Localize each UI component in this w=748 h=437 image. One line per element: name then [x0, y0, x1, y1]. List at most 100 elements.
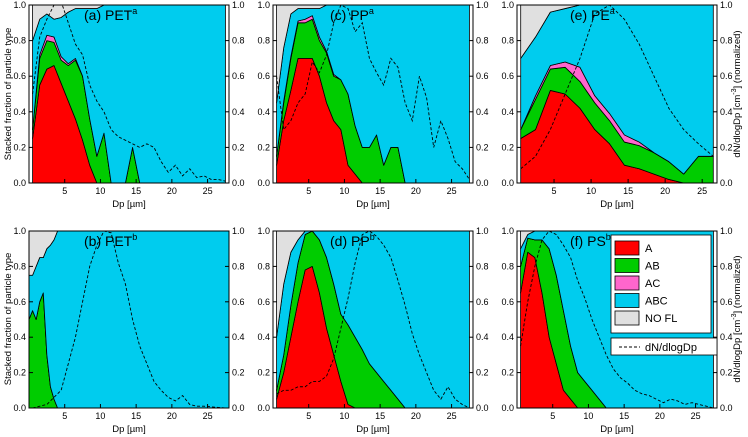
y-tick-label: 0.2: [501, 368, 514, 378]
x-tick-label: 10: [586, 186, 596, 196]
y-tick-right-label: 0.8: [232, 36, 245, 46]
x-tick-label: 25: [203, 411, 213, 421]
y-tick-label: 0.4: [13, 107, 26, 117]
y-tick-right-label: 1.0: [476, 0, 489, 10]
y-tick-right-label: 0.6: [720, 71, 733, 81]
area-no-fl: [520, 5, 714, 59]
y-tick-label: 0.8: [13, 261, 26, 271]
x-tick-label: 10: [339, 186, 349, 196]
y-tick-right-label: 0.2: [476, 142, 489, 152]
x-tick-label: 5: [552, 186, 557, 196]
panel-4: 5 10 15 20 25 Dp [µm] 0.0 0.2 0.4 0.6 0.8 1.0 0.0 0.2…: [13, 226, 244, 435]
x-tick-label: 15: [623, 186, 633, 196]
y-tick-label: 0.0: [13, 178, 26, 188]
y-tick-right-label: 0.6: [476, 71, 489, 81]
x-tick-label: 10: [339, 411, 349, 421]
y-tick-right-label: 0.8: [232, 261, 245, 271]
x-tick-label: 5: [62, 411, 67, 421]
y-tick-right-label: 0.4: [232, 107, 245, 117]
y-tick-right-label: 0.2: [720, 368, 733, 378]
y-tick-label: 0.0: [257, 178, 270, 188]
y-tick-right-label: 0.6: [232, 297, 245, 307]
x-tick-label: 15: [619, 411, 629, 421]
y-tick-right-label: 0.4: [476, 332, 489, 342]
legend-swatch: [614, 258, 640, 273]
y-tick-right-label: 0.8: [476, 36, 489, 46]
x-tick-label: 5: [306, 186, 311, 196]
legend-swatch: [614, 275, 640, 291]
legend: A AB AC ABC NO FL dN/dlogDp: [610, 234, 718, 356]
y-tick-right-label: 0.0: [476, 178, 489, 188]
panel-3: 5 10 15 20 25 Dp [µm] 0.0 0.2 0.4 0.6 0.8 1.0 0.0 0.2…: [501, 0, 732, 210]
x-tick-label: 10: [583, 411, 593, 421]
x-tick-label: 15: [131, 186, 141, 196]
x-tick-label: 20: [660, 186, 670, 196]
y-tick-right-label: 1.0: [720, 0, 733, 10]
y-tick-label: 0.6: [13, 71, 26, 81]
x-axis-label: Dp [µm]: [600, 199, 633, 210]
y-tick-label: 0.2: [13, 368, 26, 378]
x-tick-label: 20: [655, 411, 665, 421]
x-axis-label: Dp [µm]: [112, 199, 145, 210]
y-tick-right-label: 0.6: [476, 297, 489, 307]
y-tick-label: 0.2: [13, 142, 26, 152]
y-tick-right-label: 1.0: [232, 0, 245, 10]
y-tick-label: 0.0: [501, 403, 514, 413]
plot-area: [276, 5, 470, 183]
y-tick-label: 0.2: [257, 142, 270, 152]
legend-line-label: dN/dlogDp: [645, 342, 697, 354]
legend-label: AB: [645, 261, 660, 273]
y-tick-right-label: 0.0: [476, 403, 489, 413]
right-axis-label: dN/dlogDp [cm-3] (normalized): [731, 30, 743, 157]
plot-area: [32, 5, 226, 183]
y-tick-label: 1.0: [257, 226, 270, 236]
panel-title: (c) PPa: [330, 6, 374, 23]
y-tick-right-label: 0.8: [720, 261, 733, 271]
y-tick-right-label: 0.0: [720, 403, 733, 413]
x-tick-label: 15: [375, 186, 385, 196]
right-axis-label: dN/dlogDp [cm-3] (normalized): [731, 255, 743, 382]
x-tick-label: 20: [411, 186, 421, 196]
plot-frame: [272, 4, 474, 184]
area-no-fl: [29, 231, 229, 276]
x-tick-label: 5: [62, 186, 67, 196]
y-tick-label: 0.2: [501, 142, 514, 152]
x-tick-label: 10: [95, 411, 105, 421]
x-axis-label: Dp [µm]: [356, 424, 389, 435]
x-axis-label: Dp [µm]: [356, 199, 389, 210]
y-tick-right-label: 0.2: [232, 368, 245, 378]
legend-line-box: [610, 337, 718, 356]
y-tick-label: 0.4: [13, 332, 26, 342]
panel-1: 5 10 15 20 25 Dp [µm] 0.0 0.2 0.4 0.6 0.8 1.0 0.0 0.2…: [13, 0, 244, 210]
panel-title: (d) PPb: [330, 232, 375, 249]
area-no-fl: [32, 5, 226, 41]
y-tick-label: 0.6: [257, 297, 270, 307]
left-axis-label: Stacked fraction of particle type: [3, 253, 14, 386]
x-axis-label: Dp [µm]: [600, 424, 633, 435]
y-tick-label: 0.4: [501, 107, 514, 117]
y-tick-label: 0.6: [13, 297, 26, 307]
y-tick-label: 0.0: [501, 178, 514, 188]
y-tick-right-label: 0.4: [720, 107, 733, 117]
area-no-fl: [276, 231, 470, 338]
x-tick-label: 5: [306, 411, 311, 421]
plot-frame: [516, 230, 718, 409]
y-tick-right-label: 1.0: [720, 226, 733, 236]
y-tick-label: 0.6: [501, 297, 514, 307]
y-tick-right-label: 0.8: [476, 261, 489, 271]
y-tick-label: 0.0: [257, 403, 270, 413]
area-no-fl: [276, 5, 470, 104]
plot-frame: [272, 230, 474, 409]
x-axis-label: Dp [µm]: [112, 424, 145, 435]
y-tick-label: 0.6: [501, 71, 514, 81]
x-tick-label: 25: [697, 186, 707, 196]
x-tick-label: 5: [550, 411, 555, 421]
y-tick-right-label: 0.0: [232, 178, 245, 188]
x-tick-label: 15: [375, 411, 385, 421]
left-axis-label: Stacked fraction of particle type: [3, 28, 14, 161]
y-tick-right-label: 0.6: [720, 297, 733, 307]
y-tick-label: 1.0: [13, 0, 26, 10]
legend-label: NO FL: [645, 313, 677, 325]
y-tick-right-label: 0.2: [476, 368, 489, 378]
